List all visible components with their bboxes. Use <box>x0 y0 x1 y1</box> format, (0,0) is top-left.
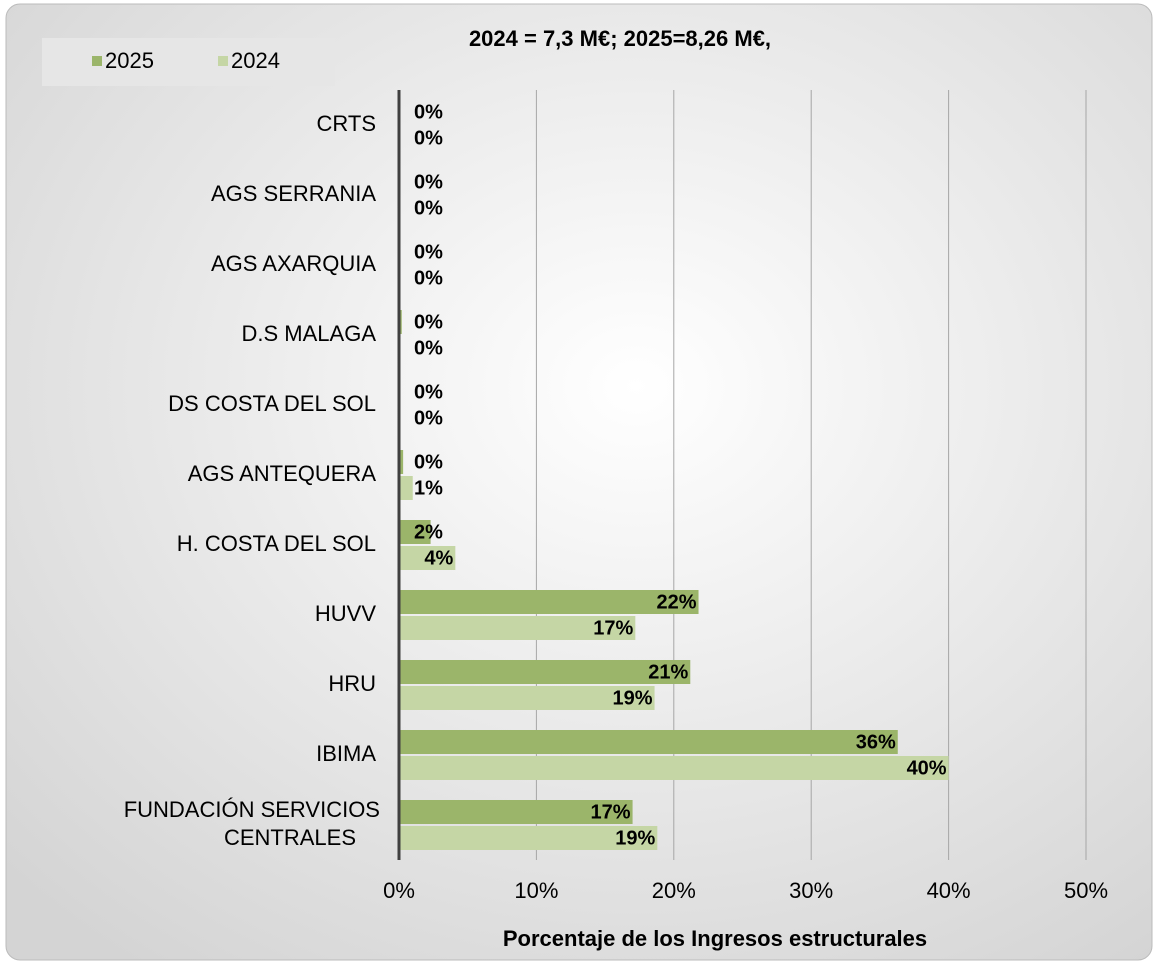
bar <box>399 800 633 824</box>
bar <box>399 520 431 544</box>
x-tick-label: 30% <box>789 878 833 903</box>
x-tick-label: 40% <box>927 878 971 903</box>
y-tick-label: AGS AXARQUIA <box>211 251 376 276</box>
bar <box>399 476 413 500</box>
value-label: 19% <box>615 827 655 849</box>
bar <box>399 450 404 474</box>
y-tick-label: FUNDACIÓN SERVICIOS CENTRALES <box>124 797 380 850</box>
x-tick-label: 50% <box>1064 878 1108 903</box>
chart-background <box>5 3 1153 961</box>
value-label: 40% <box>907 757 947 779</box>
bar <box>399 686 655 710</box>
value-label: 22% <box>657 591 697 613</box>
bar <box>399 730 898 754</box>
legend-label: 2025 <box>105 48 154 73</box>
y-tick-label: DS COSTA DEL SOL <box>168 391 376 416</box>
value-label: 4% <box>424 547 453 569</box>
value-label: 17% <box>591 801 631 823</box>
value-label: 0% <box>414 337 443 359</box>
legend-swatch <box>92 56 102 66</box>
value-label: 2% <box>414 521 443 543</box>
y-tick-label: HRU <box>328 671 376 696</box>
value-label: 0% <box>414 127 443 149</box>
bar <box>399 546 456 570</box>
value-label: 0% <box>414 407 443 429</box>
value-label: 21% <box>648 661 688 683</box>
legend-label: 2024 <box>231 48 280 73</box>
legend-swatch <box>218 56 228 66</box>
y-tick-label: AGS ANTEQUERA <box>188 461 377 486</box>
value-label: 0% <box>414 267 443 289</box>
value-label: 0% <box>414 171 443 193</box>
x-tick-label: 10% <box>514 878 558 903</box>
value-label: 1% <box>414 477 443 499</box>
bar <box>399 660 691 684</box>
chart-title: 2024 = 7,3 M€; 2025=8,26 M€, <box>469 26 771 51</box>
value-label: 0% <box>414 197 443 219</box>
y-tick-label: H. COSTA DEL SOL <box>177 531 376 556</box>
value-label: 0% <box>414 451 443 473</box>
y-tick-label: HUVV <box>315 601 376 626</box>
value-label: 0% <box>414 381 443 403</box>
bar <box>399 826 658 850</box>
y-tick-label: D.S MALAGA <box>242 321 377 346</box>
value-label: 19% <box>613 687 653 709</box>
x-tick-label: 0% <box>383 878 415 903</box>
y-tick-label: IBIMA <box>316 741 376 766</box>
legend-box <box>42 38 335 86</box>
x-axis-title: Porcentaje de los Ingresos estructurales <box>503 926 927 951</box>
x-tick-label: 20% <box>652 878 696 903</box>
bar <box>399 616 636 640</box>
value-label: 0% <box>414 241 443 263</box>
bar <box>399 756 949 780</box>
value-label: 36% <box>856 731 896 753</box>
value-label: 0% <box>414 311 443 333</box>
y-tick-label: AGS SERRANIA <box>211 181 376 206</box>
y-tick-label: CRTS <box>317 111 377 136</box>
value-label: 17% <box>593 617 633 639</box>
bar <box>399 590 699 614</box>
value-label: 0% <box>414 101 443 123</box>
